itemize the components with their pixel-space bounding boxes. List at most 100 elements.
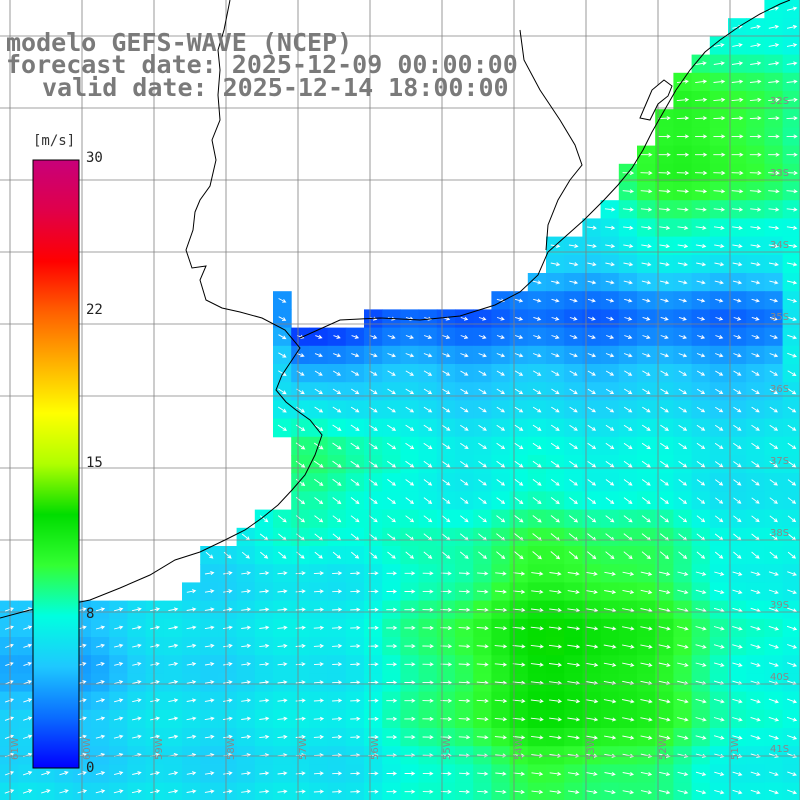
wind-arrow xyxy=(150,643,161,648)
wind-arrow xyxy=(732,698,743,704)
wind-arrow xyxy=(259,515,269,523)
wind-arrow xyxy=(458,571,471,576)
wind-arrow xyxy=(714,461,724,468)
wind-arrow xyxy=(512,607,526,613)
wind-arrow xyxy=(605,243,616,249)
wind-arrow xyxy=(332,589,343,594)
wind-arrow xyxy=(386,589,398,594)
wind-arrow xyxy=(494,717,508,722)
wind-arrow xyxy=(514,406,524,413)
wind-arrow xyxy=(496,406,505,413)
wind-arrow xyxy=(641,497,651,505)
wind-arrow xyxy=(405,406,415,413)
wind-arrow xyxy=(186,607,197,612)
wind-arrow xyxy=(786,6,798,11)
wind-arrow xyxy=(750,698,761,704)
wind-arrow xyxy=(551,280,561,285)
wind-arrow xyxy=(659,225,671,230)
wind-arrow xyxy=(659,262,670,267)
wind-arrow xyxy=(603,717,617,722)
wind-arrow xyxy=(368,497,378,504)
wind-arrow xyxy=(223,698,233,703)
wind-arrow xyxy=(387,335,396,339)
wind-arrow xyxy=(659,551,670,560)
wind-arrow xyxy=(404,716,416,721)
wind-arrow xyxy=(658,589,671,595)
wind-arrow xyxy=(786,24,798,29)
wind-arrow xyxy=(585,626,599,631)
wind-arrow xyxy=(658,644,671,649)
wind-arrow xyxy=(567,717,581,722)
wind-arrow xyxy=(768,771,779,777)
wind-arrow xyxy=(623,243,634,249)
wind-arrow xyxy=(477,571,489,576)
wind-arrow xyxy=(551,370,560,376)
wind-arrow xyxy=(640,735,653,740)
wind-arrow xyxy=(4,607,14,612)
wind-arrow xyxy=(476,607,489,612)
wind-arrow xyxy=(204,570,215,576)
wind-arrow xyxy=(787,551,796,559)
wind-arrow xyxy=(405,460,415,468)
wind-arrow xyxy=(604,771,616,777)
wind-arrow xyxy=(514,388,524,395)
wind-arrow xyxy=(95,643,106,648)
wind-arrow xyxy=(259,771,270,776)
wind-arrow xyxy=(787,735,798,740)
wind-arrow xyxy=(458,644,471,649)
wind-arrow xyxy=(168,734,179,739)
wind-arrow xyxy=(749,134,762,139)
wind-arrow xyxy=(568,551,579,560)
longitude-label: 55W xyxy=(442,737,453,760)
wind-arrow xyxy=(751,388,760,394)
wind-arrow xyxy=(313,625,325,630)
wind-arrow xyxy=(186,643,197,648)
wind-arrow xyxy=(314,497,324,505)
wind-arrow xyxy=(696,262,707,267)
wind-arrow xyxy=(696,298,706,303)
wind-arrow xyxy=(277,406,287,413)
wind-arrow xyxy=(605,225,616,230)
longitude-label: 53W xyxy=(586,737,597,760)
wind-arrow xyxy=(714,43,725,48)
wind-arrow xyxy=(314,406,324,413)
wind-arrow xyxy=(96,661,105,667)
wind-arrow xyxy=(458,589,471,594)
wind-arrow xyxy=(204,771,215,776)
wind-arrow xyxy=(350,388,360,395)
wind-arrow xyxy=(642,353,651,358)
wind-arrow xyxy=(241,734,252,739)
wind-arrow xyxy=(132,607,142,612)
wind-arrow xyxy=(477,789,489,794)
wind-arrow xyxy=(750,262,761,267)
wind-arrow xyxy=(677,644,689,649)
wind-arrow xyxy=(186,625,197,630)
wind-arrow xyxy=(494,662,508,667)
wind-arrow xyxy=(713,717,725,722)
wind-arrow xyxy=(513,771,526,776)
wind-arrow xyxy=(732,789,743,795)
wind-arrow xyxy=(387,515,396,523)
wind-arrow xyxy=(313,680,324,685)
wind-arrow xyxy=(587,280,597,285)
wind-arrow xyxy=(749,152,762,157)
longitude-label: 59W xyxy=(154,737,165,760)
wind-arrow xyxy=(713,134,726,139)
wind-arrow xyxy=(731,189,744,194)
wind-arrow xyxy=(313,698,325,703)
wind-arrow xyxy=(259,607,270,612)
wind-arrow xyxy=(476,735,489,740)
wind-arrow xyxy=(769,280,779,285)
wind-arrow xyxy=(295,734,306,739)
wind-arrow xyxy=(423,406,433,413)
wind-arrow xyxy=(713,644,725,649)
wind-arrow xyxy=(386,735,398,740)
wind-arrow xyxy=(786,97,798,102)
wind-arrow xyxy=(114,661,124,667)
wind-arrow xyxy=(530,717,544,722)
wind-arrow xyxy=(496,479,506,486)
wind-arrow xyxy=(423,515,433,523)
wind-arrow xyxy=(4,716,15,721)
wind-arrow xyxy=(569,370,578,376)
wind-arrow xyxy=(750,771,761,777)
